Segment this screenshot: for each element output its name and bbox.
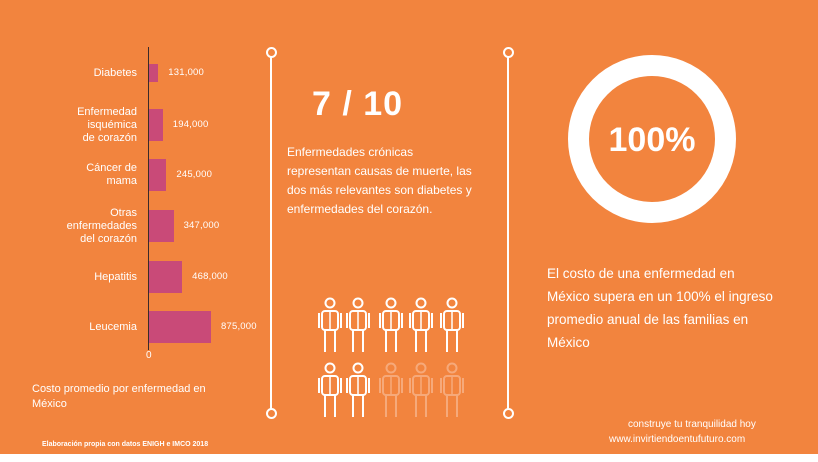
stat-fraction: 7 / 10 [312, 85, 404, 123]
bar [149, 261, 183, 293]
person-icon [409, 297, 433, 352]
person-icon [440, 362, 464, 417]
bar-value-label: 468,000 [192, 271, 228, 282]
bar [149, 64, 159, 82]
category-label: Leucemia [89, 320, 137, 333]
divider-left-bottom-dot [266, 408, 277, 419]
bar-value-label: 875,000 [221, 321, 257, 332]
bar-value-label: 245,000 [176, 169, 213, 180]
category-label: Enfermedad isquémica de corazón [77, 105, 137, 144]
divider-right-top-dot [503, 47, 514, 58]
ring-description: El costo de una enfermedad en México sup… [547, 266, 773, 350]
chart-axis-line [148, 47, 149, 350]
category-label: Otras enfermedades del corazón [66, 206, 137, 245]
bar-value-label: 194,000 [172, 119, 209, 130]
footer-url[interactable]: www.invirtiendoentufuturo.com [609, 434, 746, 445]
divider-right-bottom-dot [503, 408, 514, 419]
person-icon [379, 297, 403, 352]
person-icon [440, 297, 464, 352]
bar [149, 311, 211, 343]
person-icon [346, 297, 370, 352]
stat-description: Enfermedades crónicas representan causas… [287, 145, 472, 216]
bar [149, 109, 163, 141]
bar [149, 210, 174, 242]
bar-value-label: 131,000 [168, 67, 205, 78]
divider-right [507, 53, 509, 409]
category-label: Cáncer de mama [86, 162, 137, 187]
person-icon [318, 297, 342, 352]
person-icon [318, 362, 342, 417]
source-note: Elaboración propia con datos ENIGH e IMC… [42, 441, 209, 448]
category-label: Diabetes [93, 66, 137, 79]
ring-label: 100% [608, 121, 696, 159]
person-icon [379, 362, 403, 417]
chart-caption: Costo promedio por enfermedad en México [32, 383, 206, 410]
divider-left-top-dot [266, 47, 277, 58]
footer-tagline: construye tu tranquilidad hoy [628, 419, 756, 430]
bar [149, 159, 167, 191]
person-icon [409, 362, 433, 417]
axis-zero-label: 0 [146, 350, 152, 361]
person-icon [346, 362, 370, 417]
category-label: Hepatitis [94, 270, 137, 283]
divider-left [270, 53, 272, 409]
bar-value-label: 347,000 [183, 220, 220, 231]
